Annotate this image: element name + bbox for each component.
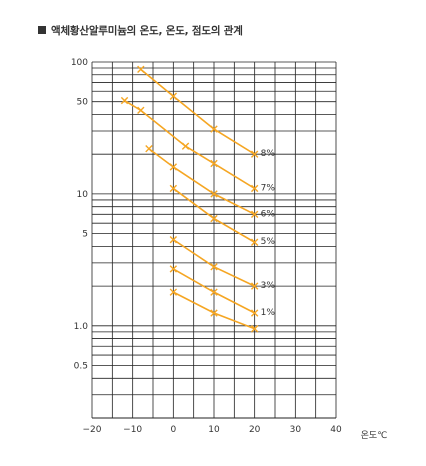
data-point [145,145,153,153]
x-tick-label: 30 [290,425,302,435]
data-point [210,288,218,296]
x-axis-label: 온도℃ [361,430,388,441]
data-point [250,184,259,193]
series-label: 3% [261,281,276,291]
series-line [124,99,256,190]
y-tick-label: 0.5 [74,362,88,372]
x-tick-label: −20 [83,425,102,435]
data-point [169,265,178,273]
data-point [250,210,259,219]
data-point [181,142,190,150]
y-tick-label: 1.0 [74,322,89,332]
data-point [210,309,218,317]
y-tick-label: 50 [77,98,89,108]
series-group [120,65,259,333]
data-point [250,238,259,246]
data-point [169,288,178,296]
labels: 8% 7% 6% 5% 3% 1% [261,149,276,318]
grid [91,61,337,419]
data-point [250,150,259,158]
x-tick-label: 10 [208,425,220,435]
data-point [120,96,129,105]
data-point [169,235,178,244]
data-point [210,159,218,168]
data-point [250,325,259,333]
data-point [250,309,259,317]
data-point [210,263,218,271]
data-point [210,125,218,133]
y-tick-label: 5 [82,230,88,240]
y-tick-label: 10 [77,190,89,200]
data-point [169,92,178,100]
y-tick-label: 100 [71,58,88,68]
series-label: 5% [261,237,276,247]
series-label: 7% [261,183,276,193]
data-point [137,65,145,74]
chart-title: 액체황산알루미늄의 온도, 온도, 점도의 관계 [38,22,243,38]
x-tick-label: 20 [249,425,261,435]
data-point [169,184,178,193]
axes: −20 −10 0 10 20 30 40 온도℃ 0.5 1.0 5 10 50 100 [71,58,388,441]
series-label: 1% [261,308,276,318]
series-label: 8% [261,149,276,159]
data-point [250,282,259,290]
data-point [210,190,218,198]
chart-title-text: 액체황산알루미늄의 온도, 온도, 점도의 관계 [51,24,243,37]
series-label: 6% [261,209,276,219]
x-tick-label: 0 [170,425,176,435]
series-line [140,68,256,155]
data-point [169,163,178,171]
x-tick-label: 40 [330,425,342,435]
data-point [210,214,218,223]
title-bullet [38,26,46,34]
series-line [148,148,256,216]
data-point [137,106,145,115]
x-tick-label: −10 [123,425,142,435]
